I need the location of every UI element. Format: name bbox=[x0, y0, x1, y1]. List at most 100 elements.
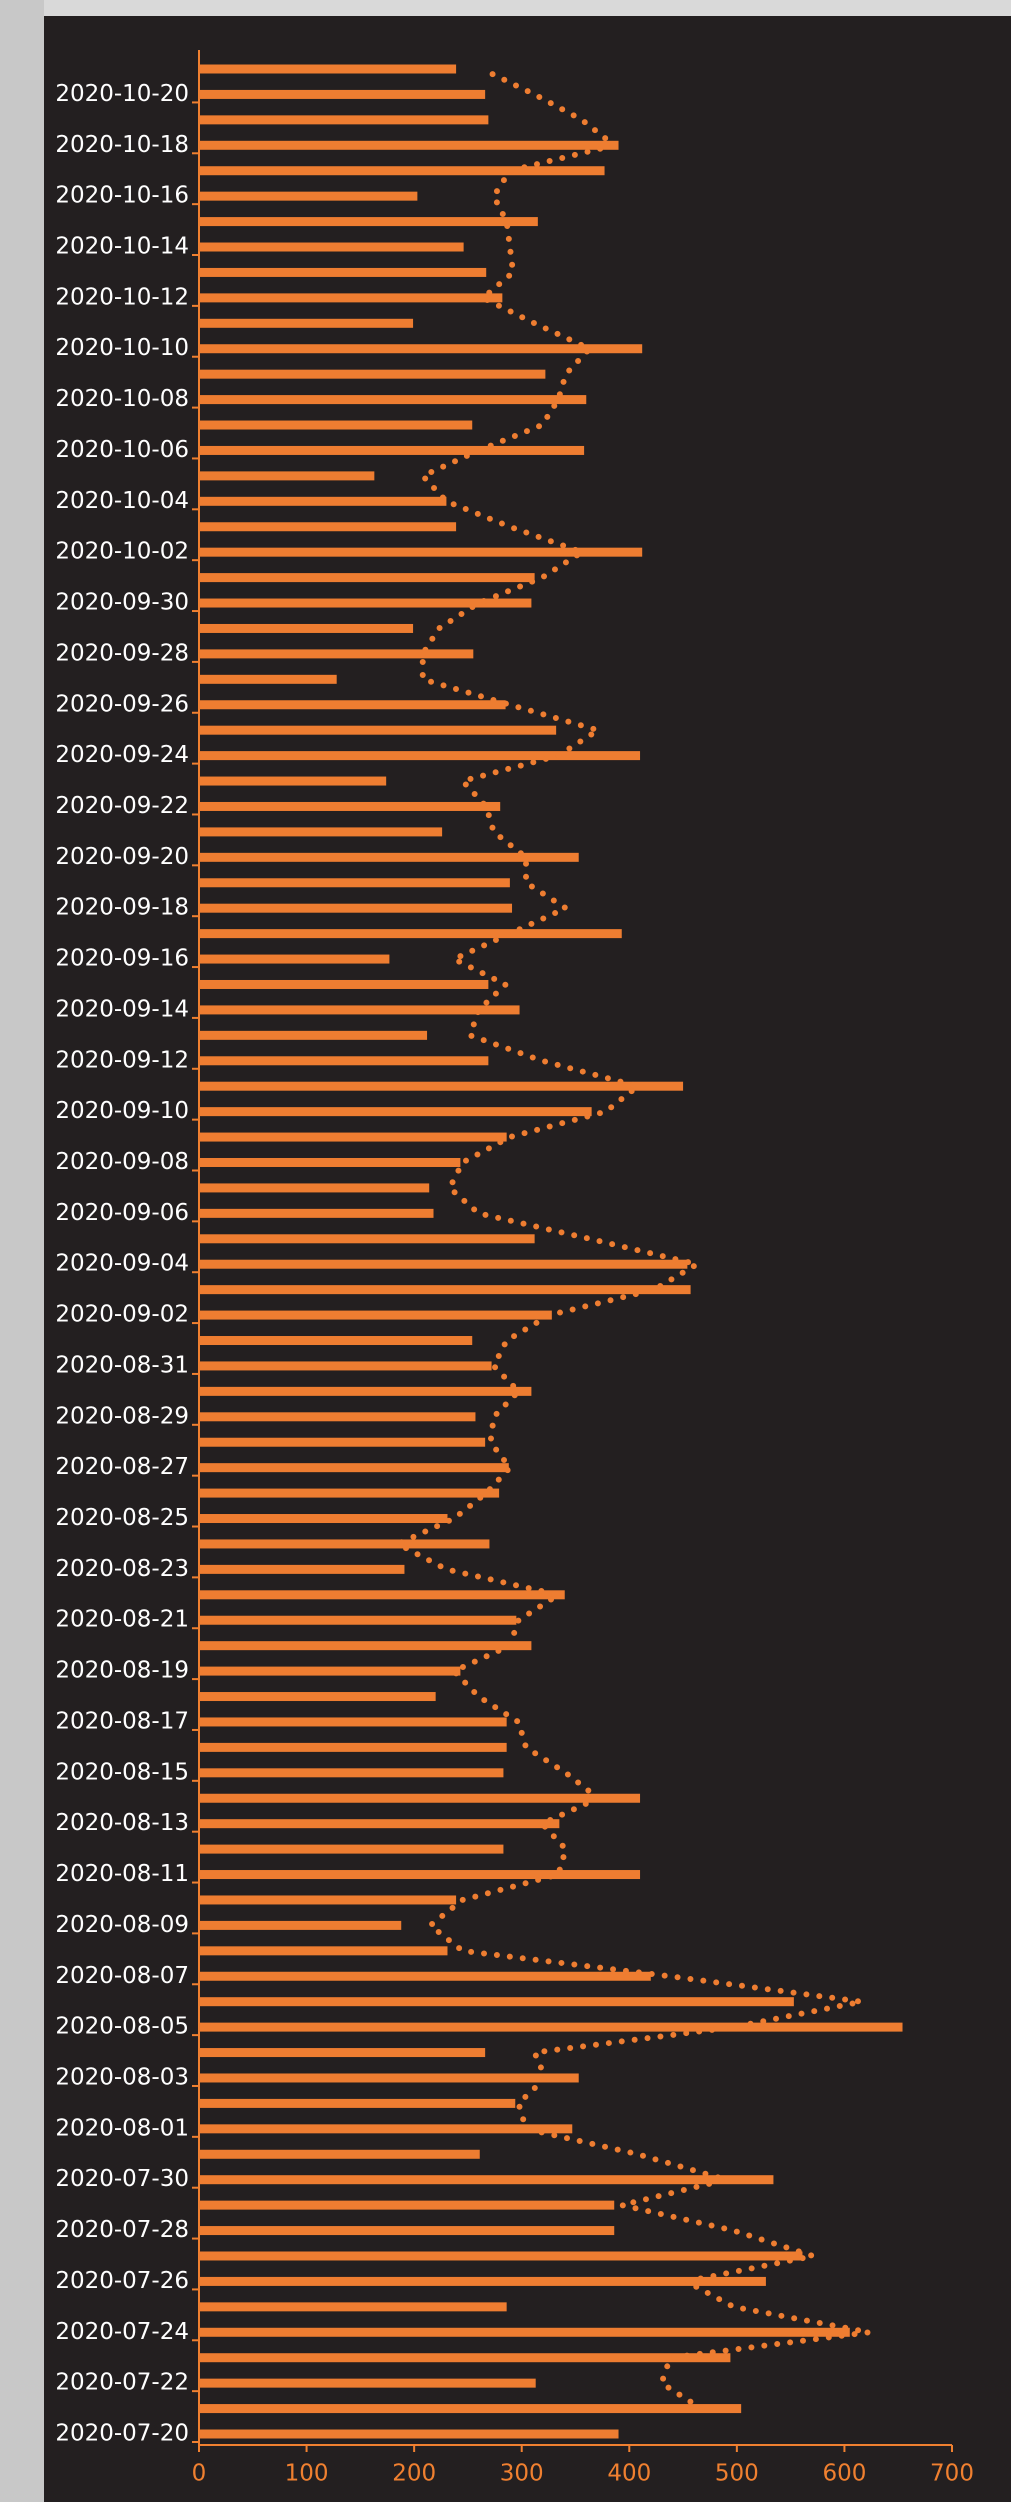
x-tick-label: 400 bbox=[607, 2461, 651, 2487]
bar bbox=[199, 1590, 565, 1600]
bar bbox=[199, 1564, 405, 1574]
y-tick-label: 2020-09-04 bbox=[55, 1251, 189, 1277]
bar bbox=[199, 293, 503, 303]
y-tick-label: 2020-08-25 bbox=[55, 1505, 189, 1531]
bar bbox=[199, 2048, 486, 2058]
bar bbox=[199, 954, 390, 964]
y-tick-label: 2020-07-24 bbox=[55, 2319, 189, 2345]
bar bbox=[199, 700, 506, 710]
bar bbox=[199, 903, 513, 913]
x-tick-label: 700 bbox=[930, 2461, 974, 2487]
bar bbox=[199, 1971, 651, 1981]
bar bbox=[199, 2404, 742, 2414]
bar bbox=[199, 1615, 517, 1625]
bar bbox=[199, 166, 605, 176]
bar bbox=[199, 1514, 448, 1524]
bar bbox=[199, 801, 501, 811]
x-tick-label: 500 bbox=[715, 2461, 759, 2487]
y-tick-label: 2020-08-01 bbox=[55, 2115, 189, 2141]
bar bbox=[199, 878, 510, 888]
y-tick-label: 2020-10-06 bbox=[55, 437, 189, 463]
y-tick-label: 2020-07-20 bbox=[55, 2421, 189, 2447]
bar bbox=[199, 369, 546, 379]
y-tick-label: 2020-09-22 bbox=[55, 793, 189, 819]
bar bbox=[199, 2124, 573, 2134]
y-tick-label: 2020-08-31 bbox=[55, 1352, 189, 1378]
bar bbox=[199, 1946, 448, 1956]
bar bbox=[199, 1539, 490, 1549]
bar bbox=[199, 1870, 641, 1880]
bar bbox=[199, 2022, 903, 2032]
bar bbox=[199, 1819, 560, 1829]
bar bbox=[199, 318, 414, 328]
x-tick-label: 600 bbox=[822, 2461, 866, 2487]
y-tick-label: 2020-10-08 bbox=[55, 386, 189, 412]
bar bbox=[199, 1285, 691, 1295]
bar bbox=[199, 979, 489, 989]
bar bbox=[199, 852, 579, 862]
bar bbox=[199, 929, 622, 939]
bar bbox=[199, 776, 387, 786]
bar bbox=[199, 344, 643, 354]
bar bbox=[199, 1361, 492, 1371]
y-tick-label: 2020-09-10 bbox=[55, 1098, 189, 1124]
bar bbox=[199, 1920, 402, 1930]
bar bbox=[199, 1310, 552, 1320]
bar bbox=[199, 1692, 436, 1702]
bar bbox=[199, 1234, 535, 1244]
y-tick-label: 2020-10-14 bbox=[55, 234, 189, 260]
bar bbox=[199, 573, 535, 583]
bar bbox=[199, 1793, 641, 1803]
y-tick-label: 2020-08-03 bbox=[55, 2064, 189, 2090]
y-tick-label: 2020-09-08 bbox=[55, 1149, 189, 1175]
bar bbox=[199, 1717, 507, 1727]
bar bbox=[199, 1412, 476, 1422]
y-tick-label: 2020-09-26 bbox=[55, 691, 189, 717]
bar bbox=[199, 64, 457, 74]
bar bbox=[199, 649, 474, 659]
bar bbox=[199, 1666, 461, 1676]
bar bbox=[199, 1336, 473, 1346]
bar bbox=[199, 395, 587, 405]
y-tick-label: 2020-10-04 bbox=[55, 488, 189, 514]
bar bbox=[199, 242, 464, 252]
y-tick-label: 2020-10-12 bbox=[55, 284, 189, 310]
bar bbox=[199, 445, 585, 455]
bar bbox=[199, 496, 447, 506]
bar bbox=[199, 1005, 520, 1015]
y-tick-label: 2020-09-20 bbox=[55, 844, 189, 870]
bar bbox=[199, 115, 489, 125]
y-tick-label: 2020-07-28 bbox=[55, 2217, 189, 2243]
y-tick-label: 2020-10-16 bbox=[55, 183, 189, 209]
y-tick-label: 2020-09-30 bbox=[55, 590, 189, 616]
bar bbox=[199, 1742, 507, 1752]
bar bbox=[199, 1386, 532, 1396]
bar bbox=[199, 420, 473, 430]
bar bbox=[199, 2353, 731, 2363]
bar bbox=[199, 1030, 428, 1040]
bar bbox=[199, 140, 619, 150]
bar bbox=[199, 547, 643, 557]
bar bbox=[199, 1081, 684, 1091]
y-tick-label: 2020-08-19 bbox=[55, 1658, 189, 1684]
y-tick-label: 2020-08-07 bbox=[55, 1963, 189, 1989]
bar bbox=[199, 522, 457, 532]
bar bbox=[199, 471, 375, 481]
bar bbox=[199, 2200, 615, 2210]
bar bbox=[199, 2276, 766, 2286]
y-tick-label: 2020-08-15 bbox=[55, 1759, 189, 1785]
bar bbox=[199, 2073, 579, 2083]
y-tick-label: 2020-09-18 bbox=[55, 895, 189, 921]
bar bbox=[199, 1437, 486, 1447]
bar bbox=[199, 1895, 457, 1905]
bar bbox=[199, 2175, 774, 2185]
side-strip bbox=[0, 0, 44, 2502]
y-tick-label: 2020-09-02 bbox=[55, 1302, 189, 1328]
y-tick-label: 2020-08-27 bbox=[55, 1454, 189, 1480]
y-tick-label: 2020-10-10 bbox=[55, 335, 189, 361]
y-tick-label: 2020-09-14 bbox=[55, 996, 189, 1022]
bar bbox=[199, 191, 418, 201]
bar bbox=[199, 1641, 532, 1651]
